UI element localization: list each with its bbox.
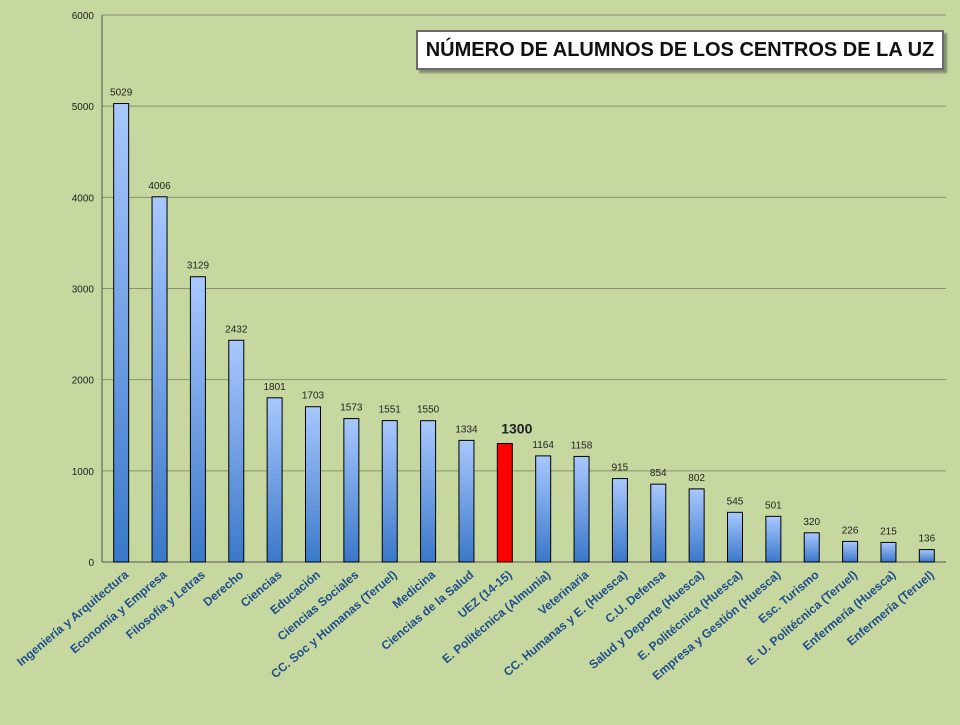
data-label: 1164 [532,440,554,451]
y-tick-label: 1000 [72,467,95,478]
bar [228,339,245,563]
y-tick-label: 2000 [72,376,95,387]
data-label: 215 [880,526,897,537]
data-label: 854 [650,468,667,479]
data-label: 915 [612,463,629,474]
data-label: 802 [688,473,705,484]
bar [420,420,437,563]
data-label: 3129 [187,261,210,272]
bar [266,397,283,563]
data-label: 1550 [417,405,440,416]
data-label: 1573 [340,403,363,414]
bar [458,439,475,563]
data-label: 1703 [302,391,325,402]
y-tick-label: 0 [88,558,94,569]
bar [611,478,628,563]
data-label: 1300 [501,420,532,436]
bar [113,103,130,563]
data-label: 1334 [455,424,478,435]
bar [842,540,859,563]
bar [573,455,590,563]
y-tick-label: 5000 [72,102,95,113]
bar [151,196,168,563]
bar [343,418,360,563]
bar [650,483,667,563]
bar [189,276,206,563]
bar [688,488,705,563]
bar [496,442,513,563]
bar [803,532,820,563]
bar [727,511,743,563]
bar [381,420,398,563]
bar [765,515,782,563]
data-label: 136 [918,534,935,545]
data-labels: 5029 4006 3129 2432 1801 1703 1573 1551 1550 1334… [110,88,936,545]
data-label: 1801 [264,382,287,393]
bars [113,103,935,563]
chart-title: NÚMERO DE ALUMNOS DE LOS CENTROS DE LA U… [416,30,944,70]
data-label: 226 [842,525,859,536]
bar [880,541,897,563]
data-label: 1551 [379,405,402,416]
bar [305,406,321,563]
bar [918,549,935,563]
data-label: 4006 [148,181,171,192]
x-tick-label: Derecho [200,568,246,610]
y-tick-label: 4000 [72,193,95,204]
data-label: 2432 [225,324,248,335]
data-label: 1158 [571,440,593,451]
y-tick-label: 3000 [72,285,95,296]
data-label: 501 [765,500,782,511]
data-label: 545 [727,496,744,507]
y-tick-label: 6000 [72,11,95,22]
bar [535,455,552,563]
data-label: 320 [803,517,820,528]
data-label: 5029 [110,88,133,99]
